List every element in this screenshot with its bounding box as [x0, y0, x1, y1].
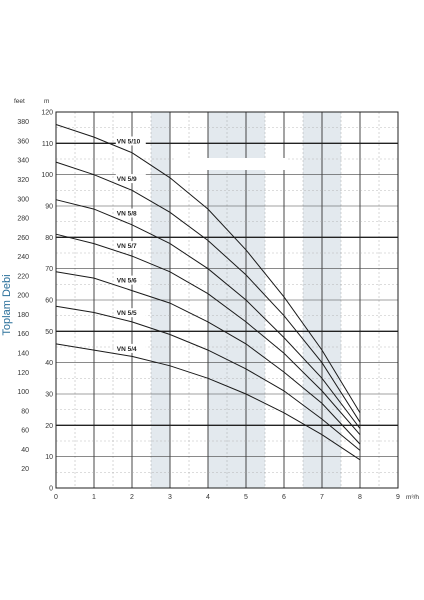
x-tick-label: 2 [130, 494, 134, 501]
unit-feet-label: feet [14, 98, 25, 105]
y-tick-label-feet: 260 [17, 235, 29, 242]
y-tick-label-feet: 380 [17, 119, 29, 126]
unit-m-label: m [44, 98, 49, 105]
x-tick-label: 4 [206, 494, 210, 501]
x-tick-label: 7 [320, 494, 324, 501]
y-tick-labels-feet: 20 40 60 80 100 120 140 160 180 200 220 240 260 280 30… [17, 119, 29, 473]
y-tick-label-m: 10 [45, 454, 53, 461]
series-label-bg [115, 275, 146, 285]
y-tick-label-feet: 320 [17, 177, 29, 184]
y-tick-label-feet: 220 [17, 273, 29, 280]
series-label: VN 5/7 [117, 243, 137, 250]
series-curve [55, 343, 361, 461]
y-tick-label-m: 20 [45, 423, 53, 430]
series-label-bg [115, 174, 146, 184]
series-curve [55, 271, 361, 445]
x-tick-labels: 0 1 2 3 4 5 6 7 8 9 [54, 494, 400, 501]
y-tick-label-feet: 180 [17, 312, 29, 319]
series-label-bg [115, 308, 146, 318]
y-tick-label-m: 0 [49, 486, 53, 493]
series-label-bg [115, 136, 146, 146]
y-tick-label-feet: 240 [17, 254, 29, 261]
y-tick-label-feet: 40 [21, 447, 29, 454]
y-tick-label-feet: 200 [17, 293, 29, 300]
series-label: VN 5/9 [117, 176, 137, 183]
y-tick-labels-m: 0 10 20 30 40 50 60 70 80 90 100 110 120 [41, 110, 53, 493]
series-label: VN 5/10 [117, 138, 141, 145]
y-tick-label-m: 50 [45, 329, 53, 336]
series-label: VN 5/5 [117, 310, 137, 317]
series-labels: VN 5/10 VN 5/9 VN 5/8 VN 5/7 VN 5/6 VN 5/5 VN … [115, 136, 146, 353]
x-tick-label: 9 [396, 494, 400, 501]
y-tick-label-feet: 100 [17, 389, 29, 396]
series-curve [55, 305, 361, 451]
x-tick-label: 0 [54, 494, 58, 501]
y-tick-label-feet: 160 [17, 331, 29, 338]
y-tick-label-feet: 360 [17, 138, 29, 145]
series-curve [55, 233, 361, 436]
series-curve [55, 199, 361, 429]
series-label: VN 5/6 [117, 278, 137, 285]
series-label: VN 5/4 [117, 346, 137, 353]
series-label-bg [115, 343, 146, 353]
y-tick-label-feet: 60 [21, 428, 29, 435]
y-tick-label-feet: 140 [17, 351, 29, 358]
plot-frame [55, 111, 399, 489]
series-curves [55, 124, 361, 461]
series-label: VN 5/8 [117, 211, 137, 218]
series-curve [55, 161, 361, 423]
x-tick-label: 1 [92, 494, 96, 501]
y-tick-label-m: 40 [45, 360, 53, 367]
y-axis-title: Toplam Debi [1, 274, 13, 335]
y-tick-label-m: 80 [45, 235, 53, 242]
x-tick-label: 5 [244, 494, 248, 501]
x-axis-unit-label: m³/h [406, 494, 419, 501]
y-tick-label-m: 120 [41, 110, 53, 117]
y-tick-label-feet: 280 [17, 216, 29, 223]
y-tick-label-m: 90 [45, 204, 53, 211]
x-tick-label: 6 [282, 494, 286, 501]
y-tick-label-feet: 340 [17, 158, 29, 165]
y-tick-label-m: 70 [45, 266, 53, 273]
y-tick-label-m: 60 [45, 298, 53, 305]
series-curve [55, 124, 361, 414]
label-placeholder-box [175, 158, 286, 170]
x-tick-label: 3 [168, 494, 172, 501]
y-tick-label-m: 30 [45, 392, 53, 399]
y-tick-label-m: 100 [41, 172, 53, 179]
y-tick-label-feet: 80 [21, 408, 29, 415]
series-label-bg [115, 241, 146, 251]
x-tick-label: 8 [358, 494, 362, 501]
y-tick-label-feet: 20 [21, 466, 29, 473]
y-tick-label-feet: 120 [17, 370, 29, 377]
series-label-bg [115, 208, 146, 218]
y-tick-label-feet: 300 [17, 196, 29, 203]
y-tick-label-m: 110 [42, 141, 53, 148]
